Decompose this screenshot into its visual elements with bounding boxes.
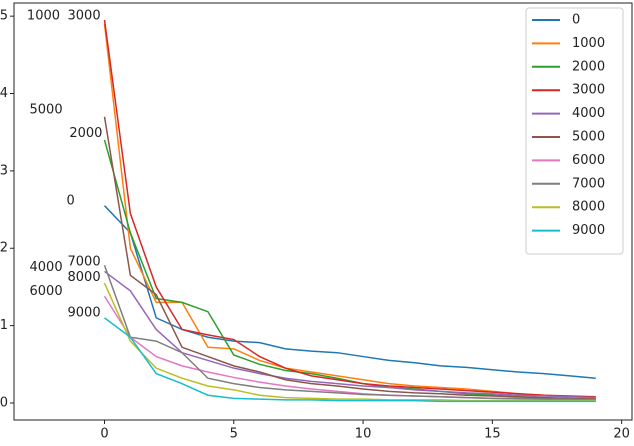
y-tick-label: 0 [0,395,8,410]
legend-label: 7000 [572,176,605,191]
legend-box [525,7,624,255]
y-tick-label: 4 [0,86,8,101]
legend-label: 3000 [572,83,605,98]
y-tick-label: 1 [0,318,8,333]
legend-label: 4000 [572,106,605,121]
plot-frame [13,2,633,421]
annotation: 1000 [27,9,60,24]
annotation: 8000 [68,270,101,285]
y-tick-label: 3 [0,163,8,178]
annotation: 5000 [30,102,63,117]
series-line [104,270,596,399]
legend-label: 5000 [572,130,605,145]
annotation: 3000 [68,9,101,24]
annotation: 2000 [69,126,102,141]
series-line [103,265,596,401]
legend-label: 6000 [572,153,605,168]
annotation: 0 [66,194,74,209]
series-line [103,139,596,400]
legend-label: 9000 [572,223,605,238]
y-tick-label: 5 [0,9,8,24]
series-line [104,317,596,403]
x-tick-label: 5 [230,427,238,442]
legend-label: 2000 [572,59,605,74]
series-line [103,282,596,402]
annotation: 4000 [30,260,63,275]
legend-label: 1000 [572,36,605,51]
annotation: 6000 [30,284,63,299]
series-line [103,19,596,398]
legend-label: 0 [572,13,580,28]
x-tick-label: 10 [355,427,372,442]
series-line [103,205,596,379]
x-tick-label: 15 [484,427,501,442]
annotation: 9000 [68,306,101,321]
series-line [103,23,596,399]
series-line [103,116,596,400]
x-tick-label: 20 [613,427,630,442]
legend-label: 8000 [572,200,605,215]
y-tick-label: 2 [0,241,8,256]
annotation: 7000 [68,255,101,270]
x-tick-label: 0 [100,427,108,442]
